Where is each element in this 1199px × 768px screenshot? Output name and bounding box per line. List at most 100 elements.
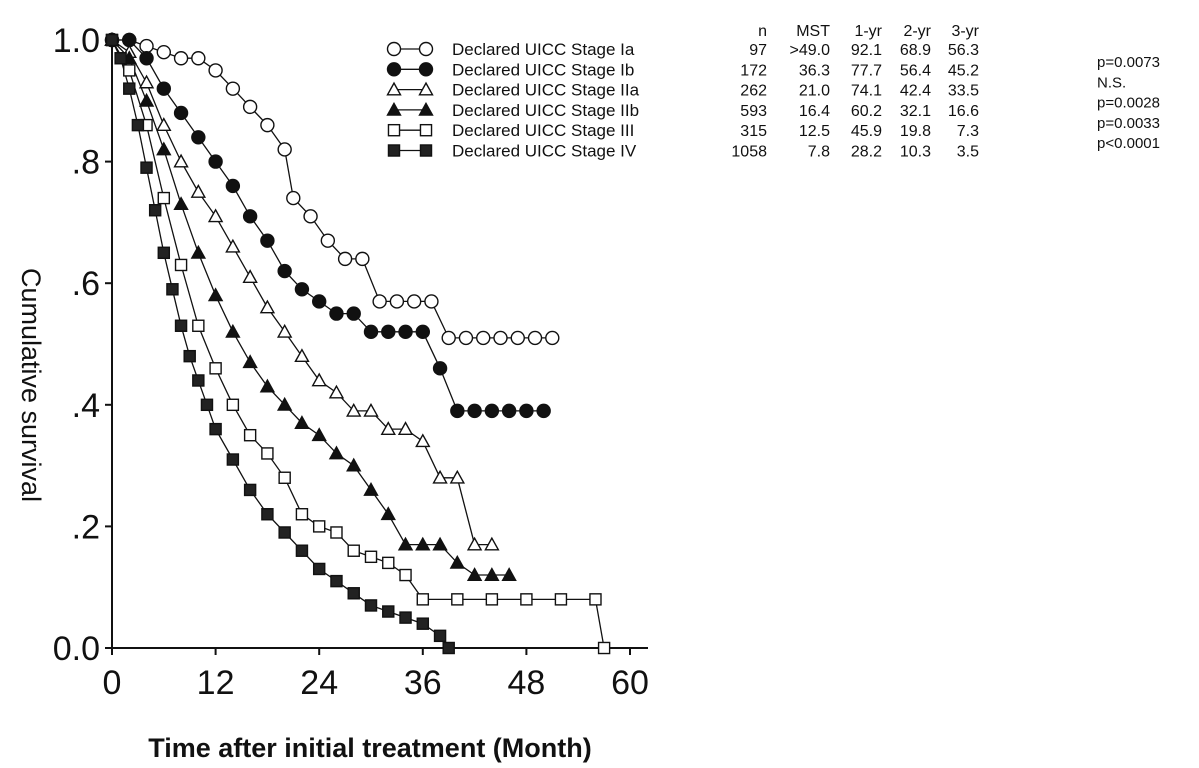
data-point [123, 64, 136, 77]
data-point [295, 544, 309, 557]
data-point [380, 506, 396, 521]
data-point [294, 348, 310, 363]
data-point [493, 330, 508, 346]
data-point [597, 641, 611, 655]
data-point [226, 453, 240, 466]
data-point [442, 641, 455, 655]
data-point [330, 526, 343, 539]
data-point [347, 544, 360, 557]
data-point [363, 402, 379, 417]
data-point [536, 403, 551, 419]
data-point [303, 209, 318, 224]
table-cell: >49.0 [790, 42, 831, 59]
data-point [433, 629, 447, 643]
data-point [191, 130, 206, 145]
data-point [166, 283, 179, 296]
data-point [286, 190, 301, 206]
data-point [192, 374, 205, 387]
data-point [225, 81, 241, 96]
table-cell: 7.3 [957, 123, 979, 140]
axes [111, 40, 648, 649]
data-point [259, 378, 276, 393]
data-point [294, 415, 310, 429]
data-point [156, 117, 172, 132]
data-point [397, 421, 414, 436]
data-point [312, 520, 326, 533]
data-point [432, 361, 448, 376]
table-cell: 77.7 [851, 62, 882, 79]
data-point [242, 209, 258, 224]
table-cell: 593 [740, 103, 767, 120]
x-tick-label: 0 [103, 664, 122, 702]
data-point [173, 196, 189, 211]
legend-label: Declared UICC Stage Ib [452, 60, 634, 79]
data-point [484, 403, 500, 419]
data-point [432, 469, 448, 484]
table-cell: 1058 [731, 144, 767, 161]
data-point [382, 605, 395, 618]
table-cell: 45.9 [851, 123, 882, 140]
legend-marker [418, 101, 434, 116]
data-point [207, 208, 224, 223]
data-point [510, 330, 525, 346]
data-point [242, 269, 258, 284]
data-point [406, 294, 422, 309]
legend-marker [386, 62, 402, 77]
data-point [261, 447, 274, 460]
table-cell: 172 [740, 62, 767, 79]
table-header: 3-yr [951, 23, 979, 40]
data-point [382, 556, 395, 570]
table-header: 2-yr [903, 23, 931, 40]
data-point [467, 403, 482, 419]
data-point [208, 154, 223, 169]
y-tick-label: .2 [72, 508, 100, 546]
data-point [501, 403, 517, 419]
data-point [225, 178, 241, 194]
data-point [312, 294, 327, 309]
data-point [415, 433, 431, 448]
data-point [330, 574, 343, 588]
legend-label: Declared UICC Stage III [452, 121, 634, 140]
data-point [173, 51, 189, 66]
data-point [432, 536, 448, 551]
legend-marker [418, 41, 434, 57]
legend-marker [387, 144, 401, 157]
data-point [261, 508, 274, 521]
legend-marker [386, 41, 402, 57]
y-tick-label: 0.0 [53, 630, 100, 668]
table-cell: 28.2 [851, 144, 882, 161]
data-point [157, 246, 171, 260]
data-point [131, 118, 145, 132]
x-axis-title: Time after initial treatment (Month) [148, 733, 592, 763]
table-cell: 60.2 [851, 103, 882, 120]
data-point [347, 587, 360, 600]
data-point [139, 38, 154, 54]
table-header: MST [796, 23, 830, 40]
data-point [449, 554, 466, 569]
data-point [278, 471, 291, 484]
legend-marker [387, 123, 401, 137]
data-point [207, 287, 224, 302]
data-point [380, 421, 396, 436]
legend-marker [386, 101, 402, 116]
data-point [320, 233, 336, 248]
x-tick-label: 48 [507, 664, 545, 702]
data-point [243, 428, 257, 442]
data-point [277, 263, 292, 279]
table-cell: 16.4 [799, 103, 830, 120]
data-point [156, 44, 172, 60]
data-point [183, 349, 196, 363]
data-point [260, 233, 275, 248]
p-value: p=0.0033 [1097, 115, 1160, 132]
data-point [441, 330, 456, 346]
data-point [209, 362, 222, 375]
data-point [554, 593, 568, 606]
data-point [466, 567, 483, 581]
data-point [294, 282, 310, 297]
data-point [278, 526, 291, 539]
data-point [173, 105, 189, 121]
data-point [242, 354, 258, 369]
table-cell: 21.0 [799, 83, 830, 100]
data-point [259, 299, 276, 314]
table-cell: 315 [740, 123, 767, 140]
